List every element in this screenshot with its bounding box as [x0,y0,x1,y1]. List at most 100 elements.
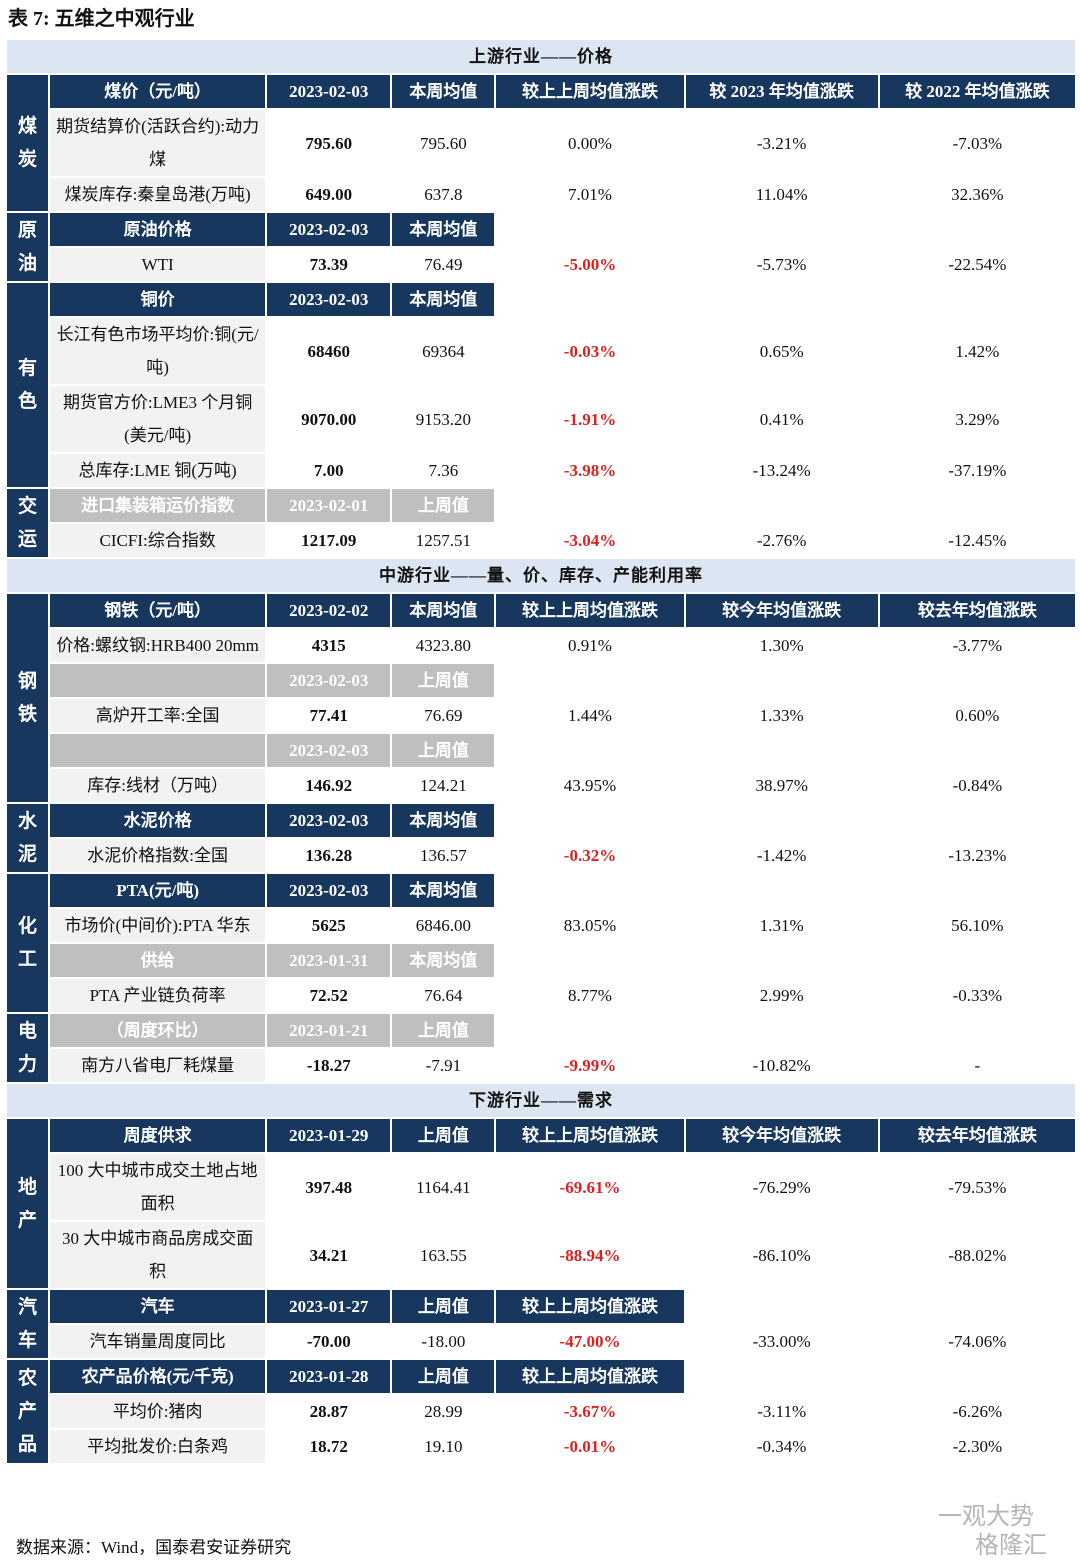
column-header [494,1012,686,1049]
cell-value: 0.65% [683,316,880,386]
column-header [494,732,686,769]
column-header [494,662,686,699]
column-header [877,872,1078,909]
cell-value: 0.60% [877,697,1078,734]
header-row: 供给 2023-01-31 本周均值 [6,942,1078,979]
data-row: 汽车销量周度同比 -70.00 -18.00 -47.00% -33.00% -74.06… [6,1323,1078,1360]
header-row: 交运 进口集装箱运价指数 2023-02-01 上周值 [4,487,1078,559]
sector-text: 原油 [18,220,38,274]
sector-text: 电力 [18,1021,38,1075]
sector-label: 交运 [4,487,51,559]
column-header: 2023-01-31 [265,942,393,979]
cell-value: 34.21 [265,1220,393,1290]
cell-value: 163.55 [390,1220,497,1290]
cell-value: -33.00% [683,1323,880,1360]
column-header [494,942,686,979]
sector-text: 交运 [18,496,38,550]
cell-value: -69.61% [494,1152,686,1222]
column-header [494,211,686,248]
cell-value: 0.00% [494,108,686,178]
column-header: 上周值 [390,1288,497,1325]
cell-value: 1257.51 [390,522,497,559]
cell-value: -0.33% [877,977,1078,1014]
cell-value: -2.76% [683,522,880,559]
row-label: 南方八省电厂耗煤量 [48,1047,268,1084]
cell-value: 1.44% [494,697,686,734]
cell-value: -18.00 [390,1323,497,1360]
cell-value: 38.97% [683,767,880,804]
column-header: 2023-02-03 [265,662,393,699]
header-row: 地产 周度供求 2023-01-29 上周值 较上上周均值涨跌 较今年均值涨跌 较去年均值涨… [4,1117,1078,1290]
row-label: 市场价(中间价):PTA 华东 [48,907,268,944]
section-title: 下游行业——需求 [5,1082,1077,1119]
cell-value: 28.99 [390,1393,497,1430]
column-header [494,802,686,839]
column-header: 2023-02-01 [265,487,393,524]
cell-value: 7.01% [494,176,686,213]
cell-value: 136.57 [390,837,497,874]
column-header: 本周均值 [390,802,497,839]
column-header: 较今年均值涨跌 [683,1117,880,1154]
cell-value: -0.34% [683,1428,880,1465]
source-note: 数据来源：Wind，国泰君安证券研究 [16,1538,292,1557]
cell-value: 6846.00 [390,907,497,944]
column-header: 2023-02-02 [265,592,393,629]
section-row: 中游行业——量、价、库存、产能利用率 [5,557,1077,594]
header-row: 电力 （周度环比） 2023-01-21 上周值 [4,1012,1078,1084]
sector-text: 地产 [18,1176,38,1231]
sector-label: 有色 [4,281,51,489]
column-header [877,732,1078,769]
cell-value: -86.10% [683,1220,880,1290]
cell-value: 76.64 [390,977,497,1014]
column-header: 2023-02-03 [265,211,393,248]
sector-label: 钢铁 [4,592,51,804]
cell-value: 1.31% [683,907,880,944]
column-header: 较上上周均值涨跌 [494,592,686,629]
column-header [877,211,1078,248]
data-row: WTI 73.39 76.49 -5.00% -5.73% -22.54% [6,246,1078,283]
cell-value: -2.30% [877,1428,1078,1465]
sector-label: 地产 [4,1117,51,1290]
column-header: 较上上周均值涨跌 [494,1358,686,1395]
cell-value: -3.21% [683,108,880,178]
cell-value: -1.91% [494,384,686,454]
data-row: 南方八省电厂耗煤量 -18.27 -7.91 -9.99% -10.82% - [6,1047,1078,1084]
cell-value: -3.98% [494,452,686,489]
cell-value: -10.82% [683,1047,880,1084]
column-header [877,942,1078,979]
column-header: 煤价（元/吨） [48,73,268,110]
cell-value: -12.45% [877,522,1078,559]
column-header [683,281,880,318]
cell-value: 0.41% [683,384,880,454]
cell-value: -0.01% [494,1428,686,1465]
column-header: 上周值 [390,1012,497,1049]
header-row: 有色 铜价 2023-02-03 本周均值 [4,281,1078,489]
cell-value: 397.48 [265,1152,393,1222]
data-row: 总库存:LME 铜(万吨) 7.00 7.36 -3.98% -13.24% -37.19… [6,452,1078,489]
cell-value: -1.42% [683,837,880,874]
cell-value: 32.36% [877,176,1078,213]
data-row: 平均价:猪肉 28.87 28.99 -3.67% -3.11% -6.26% [6,1393,1078,1430]
cell-value: -9.99% [494,1047,686,1084]
cell-value: -47.00% [494,1323,686,1360]
row-label: 价格:螺纹钢:HRB400 20mm [48,627,268,664]
row-label: PTA 产业链负荷率 [48,977,268,1014]
header-row: 钢铁 钢铁（元/吨） 2023-02-02 本周均值 较上上周均值涨跌 较今年均值涨跌 较去… [4,592,1078,804]
column-header [683,942,880,979]
column-header: 本周均值 [390,872,497,909]
column-header [877,662,1078,699]
watermark: 格隆汇 [975,1533,1047,1559]
cell-value: 56.10% [877,907,1078,944]
column-header: 2023-01-27 [265,1288,393,1325]
cell-value: 28.87 [265,1393,393,1430]
row-label: CICFI:综合指数 [48,522,268,559]
header-row: 化工 PTA(元/吨) 2023-02-03 本周均值 [4,872,1078,1014]
cell-value: 11.04% [683,176,880,213]
column-header [48,662,268,699]
sector-text: 汽车 [18,1297,38,1351]
cell-value: 68460 [265,316,393,386]
cell-value: 9070.00 [265,384,393,454]
cell-value: 73.39 [265,246,393,283]
cell-value: -3.04% [494,522,686,559]
column-header: 较 2023 年均值涨跌 [683,73,880,110]
